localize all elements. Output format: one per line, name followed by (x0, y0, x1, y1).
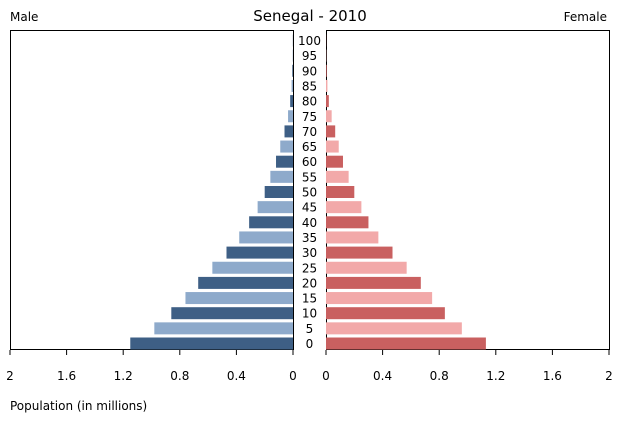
female-bar-age-30 (326, 246, 393, 259)
x-tick-label: 1.2 (486, 369, 505, 383)
age-label-55: 55 (302, 170, 317, 184)
male-label: Male (10, 10, 38, 24)
x-tick-label: 1.6 (57, 369, 76, 383)
male-bar-age-40 (249, 216, 293, 229)
x-tick-label: 0.4 (227, 369, 246, 383)
age-label-15: 15 (302, 292, 317, 306)
female-bar-age-85 (326, 79, 328, 92)
age-label-65: 65 (302, 140, 317, 154)
x-tick-label: 0.4 (373, 369, 392, 383)
age-label-50: 50 (302, 186, 317, 200)
chart-title: Senegal - 2010 (253, 7, 367, 25)
female-label: Female (564, 10, 607, 24)
age-label-70: 70 (302, 125, 317, 139)
x-tick-label: 2 (6, 369, 14, 383)
female-bar-age-0 (326, 337, 486, 350)
male-bar-age-80 (290, 95, 293, 108)
male-bar-age-60 (276, 155, 293, 168)
x-tick-label: 0.8 (170, 369, 189, 383)
x-tick-label: 0 (322, 369, 330, 383)
x-tick-label: 1.6 (543, 369, 562, 383)
male-bar-age-50 (264, 186, 293, 198)
female-bar-age-5 (326, 322, 462, 335)
female-bar-age-45 (326, 201, 362, 214)
age-label-10: 10 (302, 307, 317, 321)
female-bar-age-40 (326, 216, 369, 229)
age-label-30: 30 (302, 246, 317, 260)
male-bar-age-30 (226, 246, 293, 259)
age-label-40: 40 (302, 216, 317, 230)
age-label-5: 5 (306, 322, 314, 336)
female-bar-age-80 (326, 95, 329, 108)
male-bar-age-65 (280, 140, 293, 153)
female-bar-age-10 (326, 307, 445, 320)
female-bar-age-60 (326, 155, 343, 168)
bars-group (130, 34, 486, 350)
female-bar-age-65 (326, 140, 339, 153)
age-label-95: 95 (302, 49, 317, 63)
male-bar-age-5 (154, 322, 293, 335)
male-bar-age-10 (171, 307, 293, 320)
age-label-60: 60 (302, 155, 317, 169)
age-label-35: 35 (302, 231, 317, 245)
x-tick-label: 1.2 (114, 369, 133, 383)
age-label-100: 100 (298, 34, 321, 48)
female-bar-age-70 (326, 125, 336, 138)
male-bar-age-45 (257, 201, 293, 214)
female-bar-age-20 (326, 276, 421, 289)
male-bar-age-55 (270, 170, 293, 183)
age-label-0: 0 (306, 337, 314, 351)
male-bar-age-75 (288, 110, 293, 123)
x-axis-label: Population (in millions) (10, 399, 147, 413)
male-bar-age-90 (292, 64, 293, 77)
male-bar-age-35 (239, 231, 293, 244)
female-bar-age-25 (326, 261, 407, 274)
age-label-90: 90 (302, 64, 317, 78)
male-bar-age-70 (284, 125, 293, 138)
x-tick-label: 0 (289, 369, 297, 383)
x-tick-label: 2 (605, 369, 613, 383)
female-bar-age-75 (326, 110, 332, 123)
male-bar-age-15 (185, 292, 293, 305)
age-label-45: 45 (302, 201, 317, 215)
age-label-20: 20 (302, 276, 317, 290)
male-bar-age-25 (212, 261, 293, 274)
x-tick-label: 0.8 (430, 369, 449, 383)
x-axis-ticks-group: 2 1.6 1.2 0.8 0.4 0 0 0.4 0.8 1.2 1.6 2 (6, 350, 613, 383)
age-label-75: 75 (302, 110, 317, 124)
female-bar-age-55 (326, 170, 349, 183)
age-label-80: 80 (302, 95, 317, 109)
male-bar-age-20 (198, 276, 293, 289)
age-label-25: 25 (302, 261, 317, 275)
female-bar-age-15 (326, 292, 433, 305)
female-bar-age-90 (326, 64, 327, 77)
female-bar-age-35 (326, 231, 379, 244)
age-label-85: 85 (302, 79, 317, 93)
male-bar-age-85 (291, 79, 293, 92)
male-bar-age-0 (130, 337, 293, 350)
female-bar-age-50 (326, 186, 355, 198)
